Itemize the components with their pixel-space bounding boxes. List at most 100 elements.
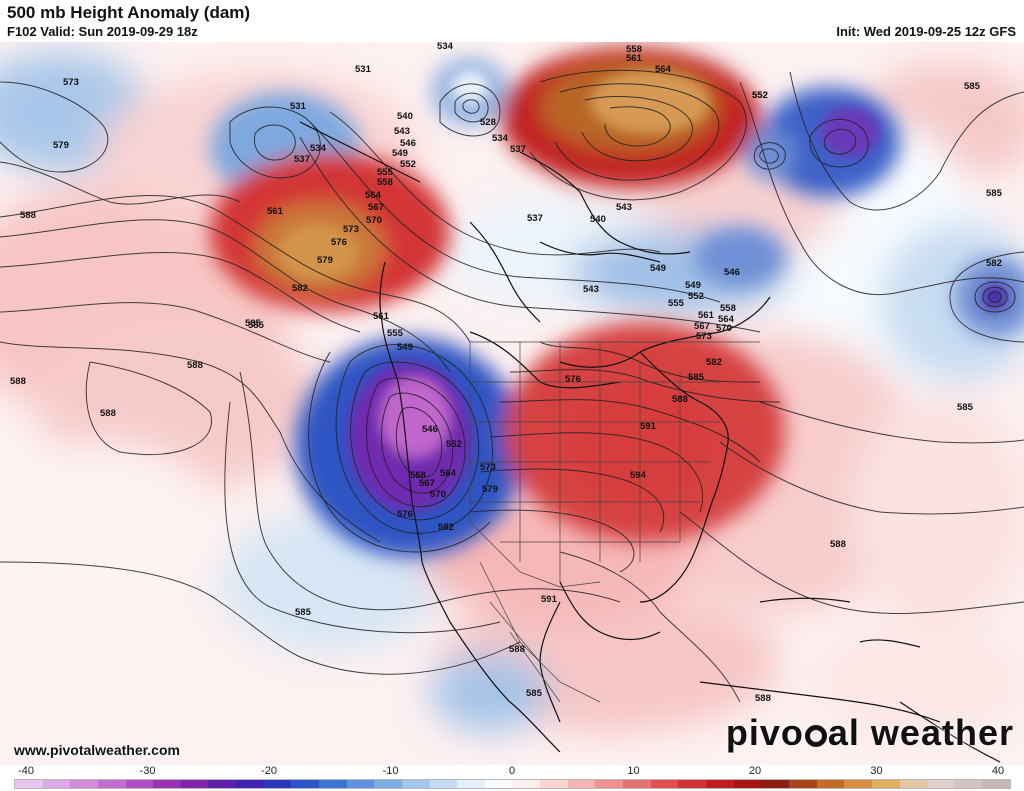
contour-label: 534 bbox=[437, 42, 454, 52]
contour-label: 588 bbox=[100, 408, 116, 419]
contour-label: 540 bbox=[590, 214, 606, 225]
colorbar-swatch bbox=[484, 780, 513, 788]
contour-label: 579 bbox=[482, 484, 498, 495]
colorbar-tick-label: 10 bbox=[627, 765, 640, 777]
contour-label: 546 bbox=[400, 138, 416, 149]
colorbar-swatch bbox=[871, 780, 900, 788]
colorbar-swatch bbox=[954, 780, 983, 788]
contour-label: 582 bbox=[438, 522, 454, 533]
contour-label: 555 bbox=[377, 167, 394, 178]
contour-label: 585 bbox=[295, 607, 312, 618]
contour-labels: 573 579 531 531 534 537 540 543 546 549 … bbox=[10, 42, 1003, 704]
map-title: 500 mb Height Anomaly (dam) bbox=[7, 3, 251, 22]
colorbar-swatch bbox=[429, 780, 458, 788]
colorbar-tick-label: 20 bbox=[748, 765, 762, 777]
colorbar-swatch bbox=[899, 780, 928, 788]
colorbar-swatch bbox=[512, 780, 541, 788]
website-url[interactable]: www.pivotalweather.com bbox=[14, 742, 180, 758]
colorbar-tick-label: 0 bbox=[508, 765, 516, 777]
contour-label: 531 bbox=[355, 64, 372, 75]
colorbar-swatch bbox=[540, 780, 568, 788]
contour-label: 591 bbox=[640, 421, 657, 432]
contour-label: 573 bbox=[480, 462, 496, 473]
colorbar-swatch bbox=[733, 780, 762, 788]
colorbar-swatch bbox=[982, 780, 1011, 788]
contour-label: 567 bbox=[419, 478, 435, 489]
contour-label: 543 bbox=[583, 284, 599, 295]
contour-label: 564 bbox=[440, 468, 457, 479]
colorbar-swatch bbox=[457, 780, 485, 788]
colorbar-swatch bbox=[153, 780, 181, 788]
contour-label: 537 bbox=[510, 144, 526, 155]
contour-label: 534 bbox=[310, 143, 327, 154]
contour-label: 585 bbox=[248, 320, 265, 331]
colorbar-swatch bbox=[816, 780, 845, 788]
colorbar-swatch bbox=[208, 780, 237, 788]
colorbar-swatch bbox=[15, 780, 43, 788]
colorbar-swatch bbox=[927, 780, 955, 788]
contour-label: 564 bbox=[655, 64, 672, 75]
colorbar-swatch bbox=[236, 780, 264, 788]
contour-label: 561 bbox=[267, 206, 284, 217]
colorbar-ticks: -40 -30 -20 -10 0 10 20 30 40 bbox=[0, 765, 1024, 777]
colorbar: -40 -30 -20 -10 0 10 20 30 40 bbox=[0, 765, 1024, 791]
contour-label: 588 bbox=[672, 394, 688, 405]
logo-sun-icon bbox=[804, 725, 827, 747]
colorbar-swatch bbox=[125, 780, 154, 788]
contour-label: 582 bbox=[292, 283, 308, 294]
contour-label: 585 bbox=[245, 318, 262, 329]
contour-label: 543 bbox=[616, 202, 632, 213]
contour-label: 588 bbox=[830, 539, 846, 550]
contour-label: 564 bbox=[365, 190, 382, 201]
contour-label: 594 bbox=[630, 470, 647, 481]
contour-label: 585 bbox=[957, 402, 974, 413]
height-anomaly-map: 573 579 531 531 534 537 540 543 546 549 … bbox=[0, 42, 1024, 765]
contour-label: 585 bbox=[964, 81, 981, 92]
contour-label: 573 bbox=[343, 224, 359, 235]
colorbar-swatch bbox=[761, 780, 789, 788]
colorbar-swatch bbox=[180, 780, 209, 788]
contour-label: 558 bbox=[377, 177, 393, 188]
contour-label: 570 bbox=[430, 489, 446, 500]
valid-time: F102 Valid: Sun 2019-09-29 18z bbox=[7, 24, 198, 39]
contour-label: 549 bbox=[397, 342, 413, 353]
contour-label: 573 bbox=[63, 77, 79, 88]
contour-label: 570 bbox=[366, 215, 382, 226]
contour-label: 552 bbox=[752, 90, 768, 101]
map-header: 500 mb Height Anomaly (dam) F102 Valid: … bbox=[0, 0, 1024, 42]
colorbar-tick-label: -10 bbox=[382, 765, 399, 777]
contour-label: 582 bbox=[706, 357, 722, 368]
contour-label: 543 bbox=[394, 126, 410, 137]
contour-label: 588 bbox=[755, 693, 771, 704]
contour-label: 537 bbox=[294, 154, 310, 165]
colorbar-tick-label: 40 bbox=[991, 765, 1005, 777]
pivotal-weather-logo: pivo al weather bbox=[726, 712, 1014, 754]
coastlines bbox=[299, 121, 1001, 763]
contour-label: 531 bbox=[290, 101, 307, 112]
init-time: Init: Wed 2019-09-25 12z GFS bbox=[836, 24, 1016, 39]
colorbar-tick-label: -30 bbox=[139, 765, 156, 777]
contour-label: 546 bbox=[422, 424, 438, 435]
contour-label: 552 bbox=[446, 439, 462, 450]
contour-label: 588 bbox=[509, 644, 525, 655]
colorbar-tick-label: 30 bbox=[870, 765, 883, 777]
contour-label: 552 bbox=[752, 90, 768, 101]
contour-label: 579 bbox=[53, 140, 69, 151]
contour-label: 591 bbox=[541, 594, 558, 605]
contour-label: 585 bbox=[688, 372, 705, 383]
colorbar-swatch bbox=[678, 780, 707, 788]
colorbar-tick-label: -20 bbox=[261, 765, 277, 777]
colorbar-swatch bbox=[97, 780, 126, 788]
contour-label: 585 bbox=[526, 688, 543, 699]
colorbar-swatch bbox=[788, 780, 817, 788]
contour-label: 537 bbox=[527, 213, 543, 224]
colorbar-swatch bbox=[623, 780, 651, 788]
colorbar-swatch bbox=[346, 780, 375, 788]
contour-label: 585 bbox=[986, 188, 1003, 199]
contour-label: 558 bbox=[720, 303, 736, 314]
contour-label: 588 bbox=[10, 376, 26, 387]
colorbar-swatch bbox=[42, 780, 71, 788]
contour-label: 540 bbox=[397, 111, 413, 122]
contour-label: 534 bbox=[492, 133, 509, 144]
colorbar-swatch bbox=[70, 780, 98, 788]
